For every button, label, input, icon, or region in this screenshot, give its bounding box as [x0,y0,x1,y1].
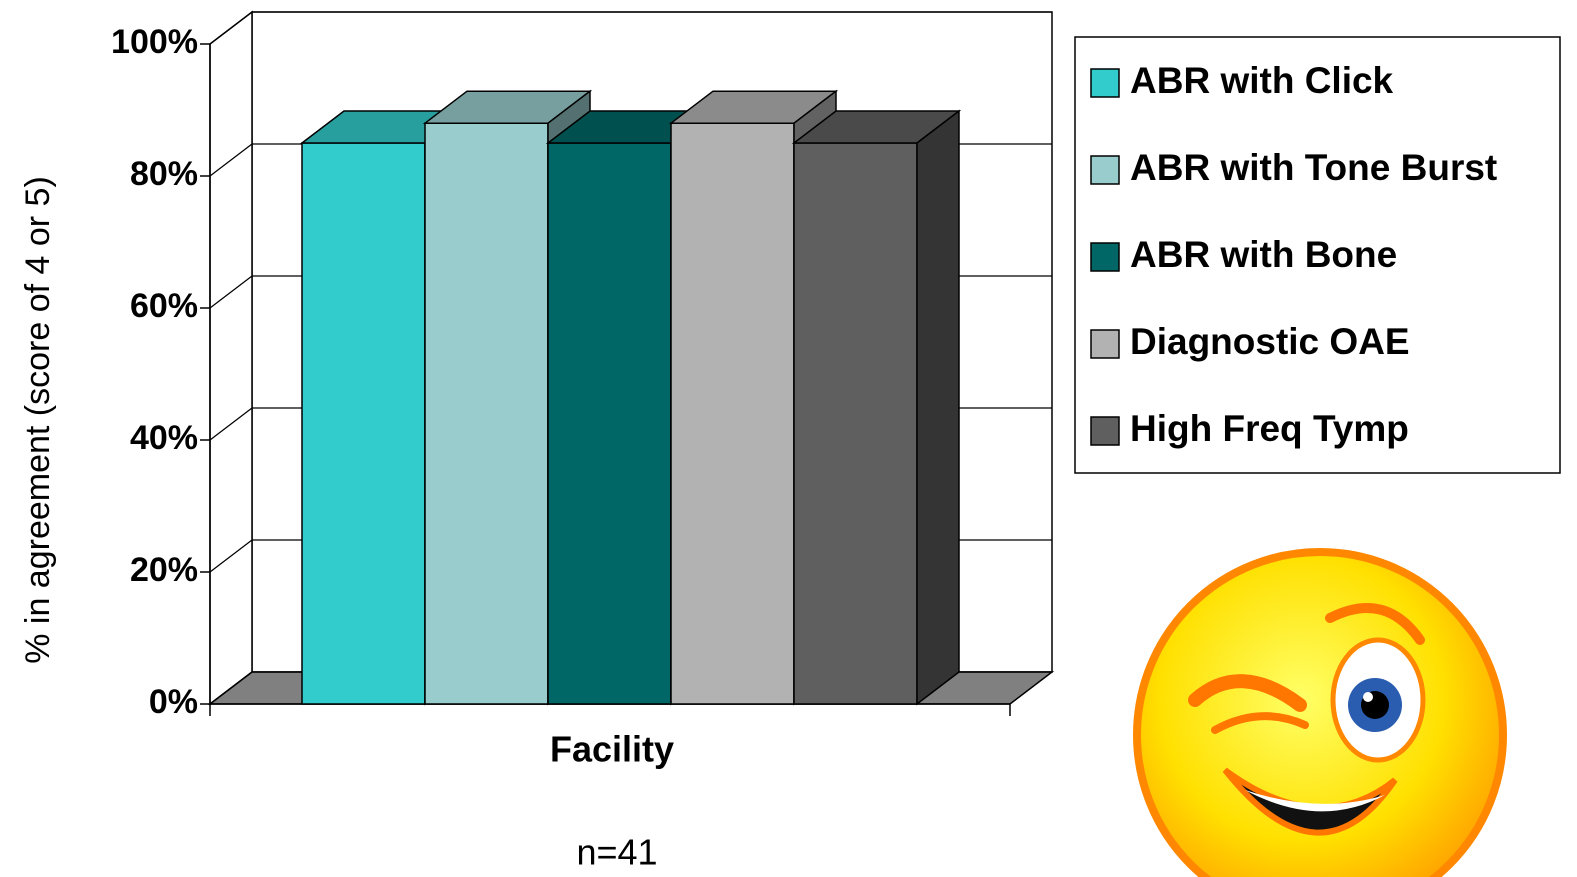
smiley [1133,548,1507,877]
grid-line [209,143,253,177]
bar-side [916,109,960,706]
legend: ABR with Click ABR with Tone Burst ABR wit… [1090,60,1497,449]
legend-label: ABR with Click [1130,60,1394,101]
grid-line [209,407,253,441]
y-tick-label: 100% [111,23,198,61]
annotation: n=41 [576,832,657,873]
legend-box [1074,36,1561,474]
y-tick-label: 20% [130,551,198,589]
legend-swatch [1090,242,1120,272]
y-tick-label: 0% [149,683,198,721]
bar [793,142,918,705]
legend-swatch [1090,329,1120,359]
legend-swatch [1090,155,1120,185]
bar [424,122,549,705]
bar [670,122,795,705]
grid-line [209,275,253,309]
legend-label: ABR with Tone Burst [1130,147,1497,188]
legend-swatch [1090,68,1120,98]
x-category-label: Facility [550,729,674,770]
y-tick-label: 80% [130,155,198,193]
legend-label: High Freq Tymp [1130,408,1409,449]
y-tick-label: 40% [130,419,198,457]
bars [299,89,962,706]
legend-swatch [1090,416,1120,446]
legend-label: Diagnostic OAE [1130,321,1410,362]
legend-label: ABR with Bone [1130,234,1397,275]
side-wall [209,10,253,706]
y-tick-label: 60% [130,287,198,325]
y-axis-label: % in agreement (score of 4 or 5) [19,176,57,664]
bar [547,142,672,705]
grid-line [209,671,253,705]
grid-line [209,539,253,573]
bar [301,142,426,705]
grid-line [209,11,253,45]
